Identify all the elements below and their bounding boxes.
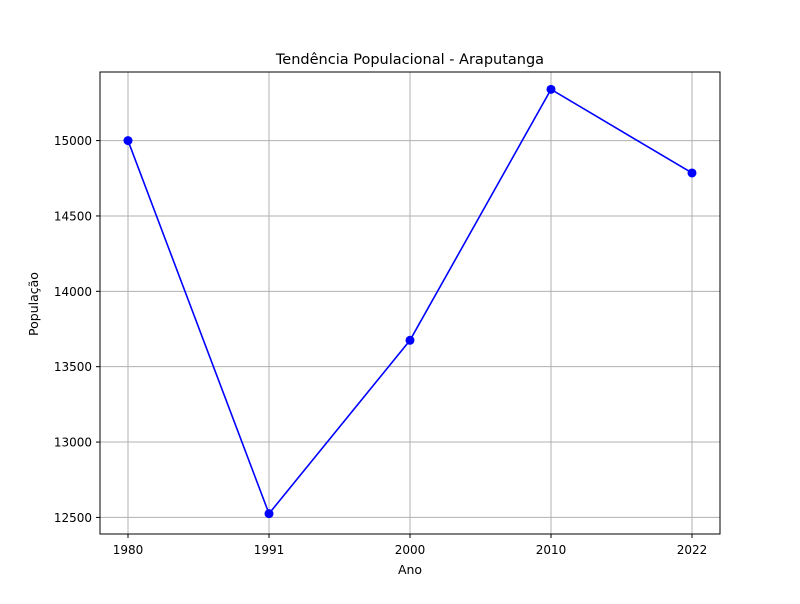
y-tick-label: 15000: [54, 134, 92, 148]
y-tick-label: 14500: [54, 209, 92, 223]
x-tick-label: 2010: [536, 543, 567, 557]
chart-title: Tendência Populacional - Araputanga: [275, 52, 544, 68]
x-tick-label: 1980: [113, 543, 144, 557]
series-layer: [123, 84, 697, 519]
y-tick-label: 12500: [54, 511, 92, 525]
x-tick-label: 2022: [677, 543, 708, 557]
y-tick-label: 14000: [54, 285, 92, 299]
data-point: [123, 136, 133, 146]
tick-layer: 1980 1991 2000 2010 2022 12500 13000 13500 14000…: [54, 134, 707, 557]
y-axis-label: População: [26, 272, 41, 336]
data-point: [264, 509, 274, 519]
x-tick-label: 1991: [254, 543, 285, 557]
x-tick-label: 2000: [395, 543, 426, 557]
y-tick-label: 13500: [54, 360, 92, 374]
data-point: [405, 335, 415, 345]
data-point: [546, 84, 556, 94]
data-point: [687, 168, 697, 178]
y-tick-label: 13000: [54, 436, 92, 450]
x-axis-label: Ano: [398, 562, 422, 577]
grid-layer: [100, 72, 720, 534]
